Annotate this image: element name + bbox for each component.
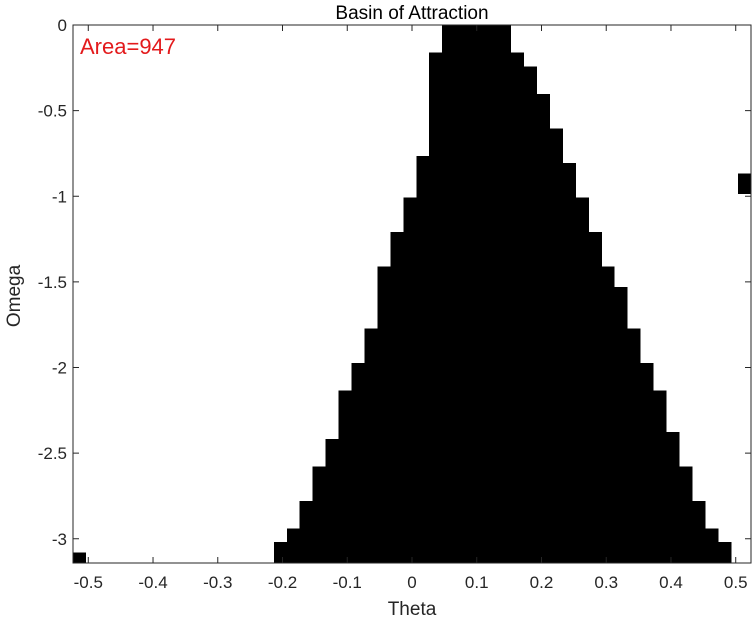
basin-cell-20 [286,528,719,543]
basin-cell-2 [442,38,512,53]
x-axis-title: Theta [388,599,437,620]
basin-cell-19 [299,500,706,529]
area-annotation: Area=947 [80,34,176,59]
x-tick-label: 0.4 [659,573,683,592]
x-tick-label: -0.5 [74,573,103,592]
x-tick-label: -0.2 [268,573,297,592]
basin-cell-13 [364,328,641,363]
x-tick-label: -0.1 [333,573,362,592]
basin-cell-23 [73,552,86,563]
x-tick-label: -0.3 [203,573,232,592]
basin-cell-12 [377,287,628,329]
y-tick-label: -1.5 [38,273,67,292]
y-axis-title: Omega [4,264,25,327]
basin-cell-7 [416,156,563,163]
basin-cell-15 [338,390,667,432]
basin-cell-6 [429,128,563,157]
basin-cell-22 [738,173,751,194]
basin-cell-10 [390,231,602,267]
x-tick-label: 0.2 [530,573,554,592]
x-tick-label: 0.3 [594,573,618,592]
basin-cell-8 [416,162,576,198]
y-tick-label: -2.5 [38,444,67,463]
basin-cell-5 [429,93,550,129]
x-tick-label: -0.4 [138,573,167,592]
basin-region [73,25,751,563]
basin-cell-14 [351,362,654,391]
basin-cell-18 [312,466,693,501]
y-tick-label: -0.5 [38,102,67,121]
x-tick-label: 0 [407,573,416,592]
basin-cell-17 [325,438,680,467]
x-tick-label: 0.1 [465,573,489,592]
y-tick-label: 0 [58,16,67,35]
basin-cell-9 [403,197,589,232]
y-tick-label: -2 [52,359,67,378]
y-axis: 0 -0.5 -1 -1.5 -2 -2.5 -3 [38,16,751,549]
basin-cell-21 [273,542,732,563]
basin-cell-0 [442,25,512,39]
y-tick-label: -1 [52,187,67,206]
basin-cell-4 [429,66,538,94]
basin-cell-11 [377,266,615,288]
y-tick-label: -3 [52,530,67,549]
x-axis: -0.5 -0.4 -0.3 -0.2 -0.1 0 0.1 0.2 0.3 0.4 0.5 [74,25,748,592]
chart-title: Basin of Attraction [335,3,488,24]
basin-cell-16 [338,431,680,439]
x-tick-label: 0.5 [724,573,748,592]
basin-cell-3 [429,52,525,67]
